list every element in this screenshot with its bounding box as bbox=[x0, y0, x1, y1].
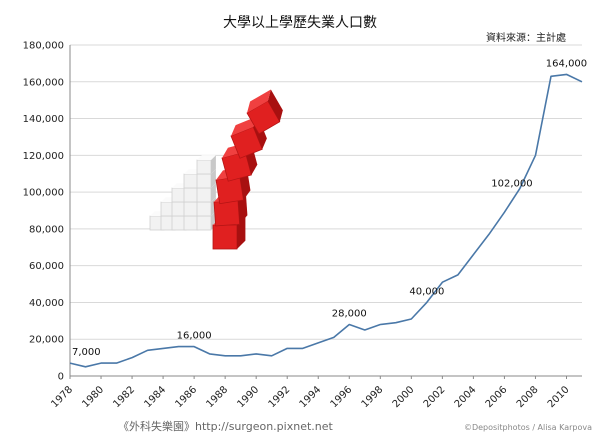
y-tick-label: 40,000 bbox=[29, 298, 64, 309]
image-credit: ©Depositphotos / Alisa Karpova bbox=[464, 423, 592, 432]
y-tick-label: 180,000 bbox=[23, 41, 64, 52]
data-label: 164,000 bbox=[546, 58, 587, 69]
footer-blog-link: 《外科失樂園》http://surgeon.pixnet.net bbox=[118, 419, 334, 433]
data-label: 102,000 bbox=[491, 178, 532, 189]
data-label: 28,000 bbox=[332, 309, 367, 320]
x-tick-label: 2010 bbox=[546, 384, 572, 410]
y-tick-label: 60,000 bbox=[29, 261, 64, 272]
x-tick-label: 1990 bbox=[236, 384, 262, 410]
y-tick-label: 160,000 bbox=[23, 77, 64, 88]
x-tick-label: 2008 bbox=[515, 384, 541, 410]
x-tick-label: 1986 bbox=[173, 384, 199, 410]
x-tick-label: 1978 bbox=[49, 384, 75, 410]
x-tick-label: 1988 bbox=[204, 384, 230, 410]
data-label: 16,000 bbox=[177, 331, 212, 342]
chart-source: 資料來源：主計處 bbox=[486, 31, 566, 44]
y-tick-label: 20,000 bbox=[29, 335, 64, 346]
x-tick-label: 2004 bbox=[453, 384, 479, 410]
x-tick-label: 1996 bbox=[329, 384, 355, 410]
x-tick-label: 1980 bbox=[80, 384, 106, 410]
chart-title: 大學以上學歷失業人口數 bbox=[223, 15, 377, 31]
grid bbox=[70, 44, 582, 340]
y-tick-labels: 0 20,000 40,000 60,000 80,000 100,000 120,000 1… bbox=[23, 41, 64, 383]
cube bbox=[196, 155, 216, 175]
data-label: 40,000 bbox=[409, 286, 444, 297]
x-tick-label: 1992 bbox=[267, 384, 293, 410]
cube bbox=[246, 89, 283, 135]
stacked-cubes-illustration bbox=[149, 89, 283, 250]
x-tick-label: 2006 bbox=[484, 384, 510, 410]
y-tick-label: 120,000 bbox=[23, 151, 64, 162]
y-tick-label: 100,000 bbox=[23, 188, 64, 199]
data-labels: 7,000 16,000 28,000 40,000 102,000 164,000 bbox=[72, 58, 587, 358]
x-tick-label: 1994 bbox=[298, 384, 324, 410]
series-line bbox=[69, 73, 583, 368]
x-tick-label: 2000 bbox=[391, 384, 417, 410]
x-tick-label: 1984 bbox=[142, 384, 168, 410]
data-label: 7,000 bbox=[72, 347, 101, 358]
x-tick-label: 1982 bbox=[111, 384, 137, 410]
axes bbox=[69, 45, 582, 379]
x-tick-label: 1998 bbox=[360, 384, 386, 410]
series bbox=[69, 73, 583, 368]
y-tick-label: 80,000 bbox=[29, 224, 64, 235]
x-tick-label: 2002 bbox=[422, 384, 448, 410]
y-tick-label: 140,000 bbox=[23, 114, 64, 125]
y-tick-label: 0 bbox=[58, 372, 64, 383]
x-tick-labels: 1978 1980 1982 1984 1986 1988 1990 1992 1994 1996… bbox=[49, 384, 571, 410]
